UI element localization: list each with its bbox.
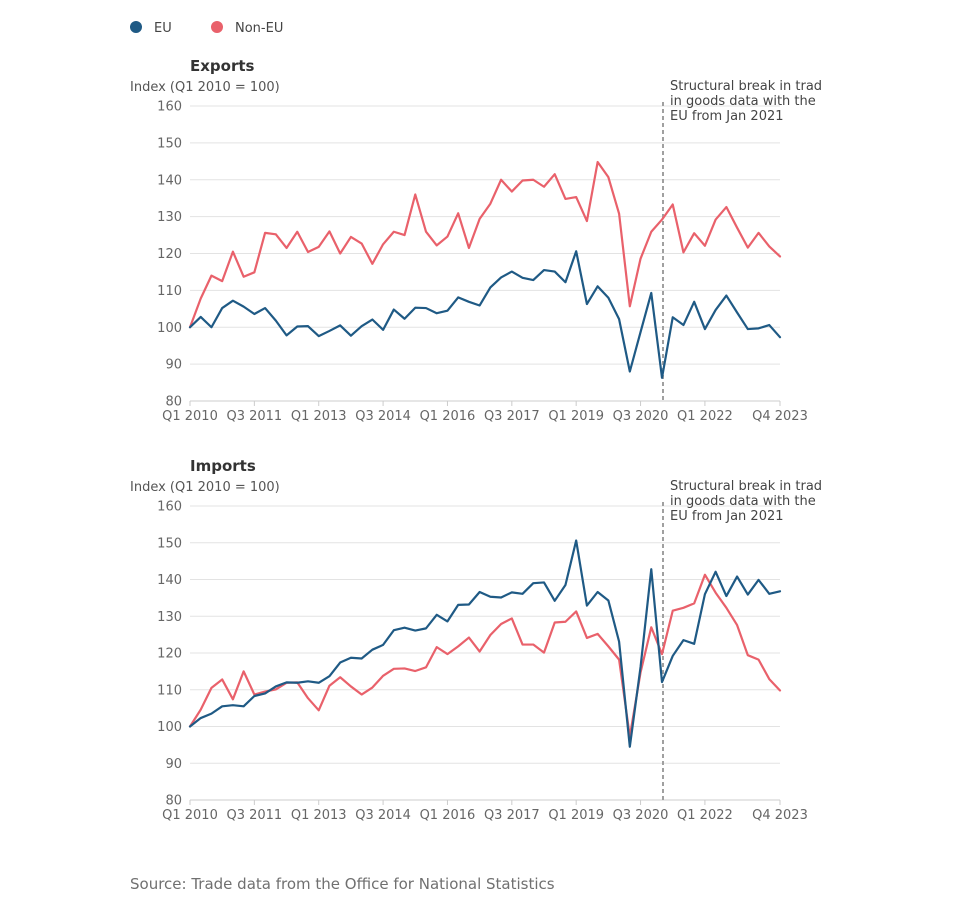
exports-ytick-label-130: 130 (157, 210, 182, 225)
imports-ytick-label-80: 80 (165, 794, 182, 809)
imports-xtick-label-55: Q4 2023 (752, 808, 808, 823)
imports-ytick-label-120: 120 (157, 647, 182, 662)
legend-label-eu: EU (154, 21, 172, 36)
imports-x-axis: Q1 2010 Q3 2011 Q1 2013 Q3 2014 Q1 2016 Q3 20… (162, 800, 808, 823)
exports-ytick-label-90: 90 (165, 358, 182, 373)
imports-ytick-label-150: 150 (157, 536, 182, 551)
exports-xtick-label-36: Q1 2019 (548, 409, 604, 424)
exports-lines (188, 160, 782, 379)
exports-xtick-label-30: Q3 2017 (484, 409, 540, 424)
exports-ytick-label-160: 160 (157, 100, 182, 115)
exports-title: Exports (190, 57, 255, 75)
legend: EU Non-EU (130, 21, 283, 36)
imports-line-noneu (188, 573, 782, 738)
imports-xtick-label-36: Q1 2019 (548, 808, 604, 823)
exports-line-noneu (188, 160, 782, 329)
exports-annotation-line-3: EU from Jan 2021 (670, 109, 784, 124)
imports-xtick-label-24: Q1 2016 (420, 808, 476, 823)
imports-xtick-label-12: Q1 2013 (291, 808, 347, 823)
exports-ytick-label-100: 100 (157, 321, 182, 336)
imports-xtick-label-30: Q3 2017 (484, 808, 540, 823)
exports-ytick-label-150: 150 (157, 136, 182, 151)
imports-ytick-label-100: 100 (157, 720, 182, 735)
imports-xtick-label-18: Q3 2014 (355, 808, 411, 823)
imports-xtick-label-42: Q3 2020 (613, 808, 669, 823)
imports-lines (188, 539, 782, 748)
imports-xtick-label-6: Q3 2011 (226, 808, 282, 823)
exports-xtick-label-24: Q1 2016 (420, 409, 476, 424)
legend-swatch-eu (130, 21, 142, 33)
exports-ytick-label-80: 80 (165, 395, 182, 410)
imports-title: Imports (190, 457, 256, 475)
exports-structural-break: Structural break in trad in goods data w… (662, 79, 822, 401)
exports-xtick-label-12: Q1 2013 (291, 409, 347, 424)
legend-item-eu[interactable]: EU (130, 21, 172, 36)
imports-ytick-label-160: 160 (157, 500, 182, 515)
imports-ytick-label-90: 90 (165, 757, 182, 772)
exports-xtick-label-18: Q3 2014 (355, 409, 411, 424)
imports-chart: Imports Index (Q1 2010 = 100) 80 90 100 110… (130, 457, 822, 823)
exports-xtick-label-55: Q4 2023 (752, 409, 808, 424)
legend-swatch-noneu (211, 21, 223, 33)
legend-item-noneu[interactable]: Non-EU (211, 21, 283, 36)
imports-ytick-label-130: 130 (157, 610, 182, 625)
exports-ylabel: Index (Q1 2010 = 100) (130, 80, 280, 95)
exports-annotation-line-1: Structural break in trad (670, 79, 822, 94)
imports-annotation-line-3: EU from Jan 2021 (670, 509, 784, 524)
imports-grid: 80 90 100 110 120 130 140 150 160 (157, 500, 780, 809)
imports-xtick-label-48: Q1 2022 (677, 808, 733, 823)
imports-ytick-label-140: 140 (157, 573, 182, 588)
exports-xtick-label-0: Q1 2010 (162, 409, 218, 424)
exports-chart: Exports Index (Q1 2010 = 100) 80 90 100 110… (130, 57, 822, 424)
exports-x-axis: Q1 2010 Q3 2011 Q1 2013 Q3 2014 Q1 2016 Q3 20… (162, 401, 808, 424)
exports-xtick-label-48: Q1 2022 (677, 409, 733, 424)
source-note: Source: Trade data from the Office for N… (130, 875, 555, 893)
imports-ytick-label-110: 110 (157, 683, 182, 698)
imports-line-eu (188, 539, 782, 748)
imports-xtick-label-0: Q1 2010 (162, 808, 218, 823)
imports-annotation-line-2: in goods data with the (670, 494, 816, 509)
imports-ylabel: Index (Q1 2010 = 100) (130, 480, 280, 495)
imports-annotation-line-1: Structural break in trad (670, 479, 822, 494)
legend-label-noneu: Non-EU (235, 21, 283, 36)
exports-xtick-label-42: Q3 2020 (613, 409, 669, 424)
exports-annotation-line-2: in goods data with the (670, 94, 816, 109)
exports-grid: 80 90 100 110 120 130 140 150 160 (157, 100, 780, 410)
exports-line-eu (188, 250, 782, 379)
exports-ytick-label-140: 140 (157, 173, 182, 188)
exports-ytick-label-110: 110 (157, 284, 182, 299)
exports-xtick-label-6: Q3 2011 (226, 409, 282, 424)
exports-ytick-label-120: 120 (157, 247, 182, 262)
